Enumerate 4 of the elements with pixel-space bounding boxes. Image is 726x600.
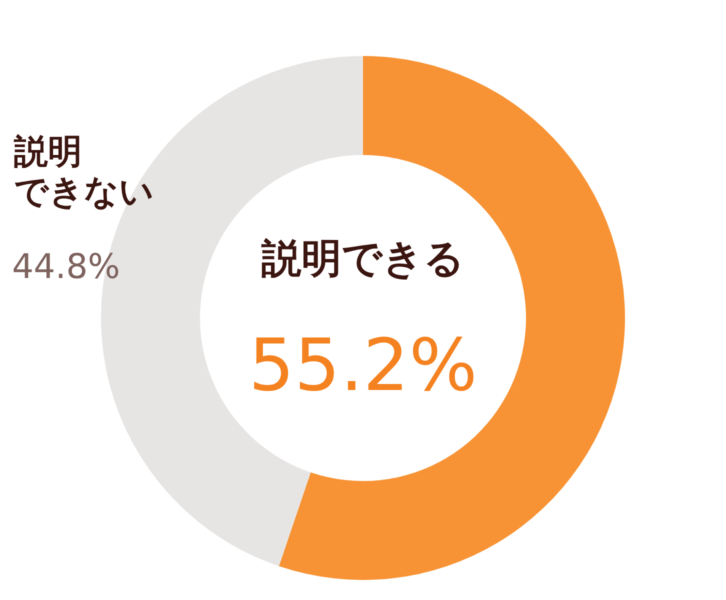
data-label: 55.2% xyxy=(248,323,478,407)
slice-label: 説明できる xyxy=(260,236,464,282)
data-label: 44.8% xyxy=(12,247,120,287)
slice-label: 説明できない xyxy=(13,132,154,212)
